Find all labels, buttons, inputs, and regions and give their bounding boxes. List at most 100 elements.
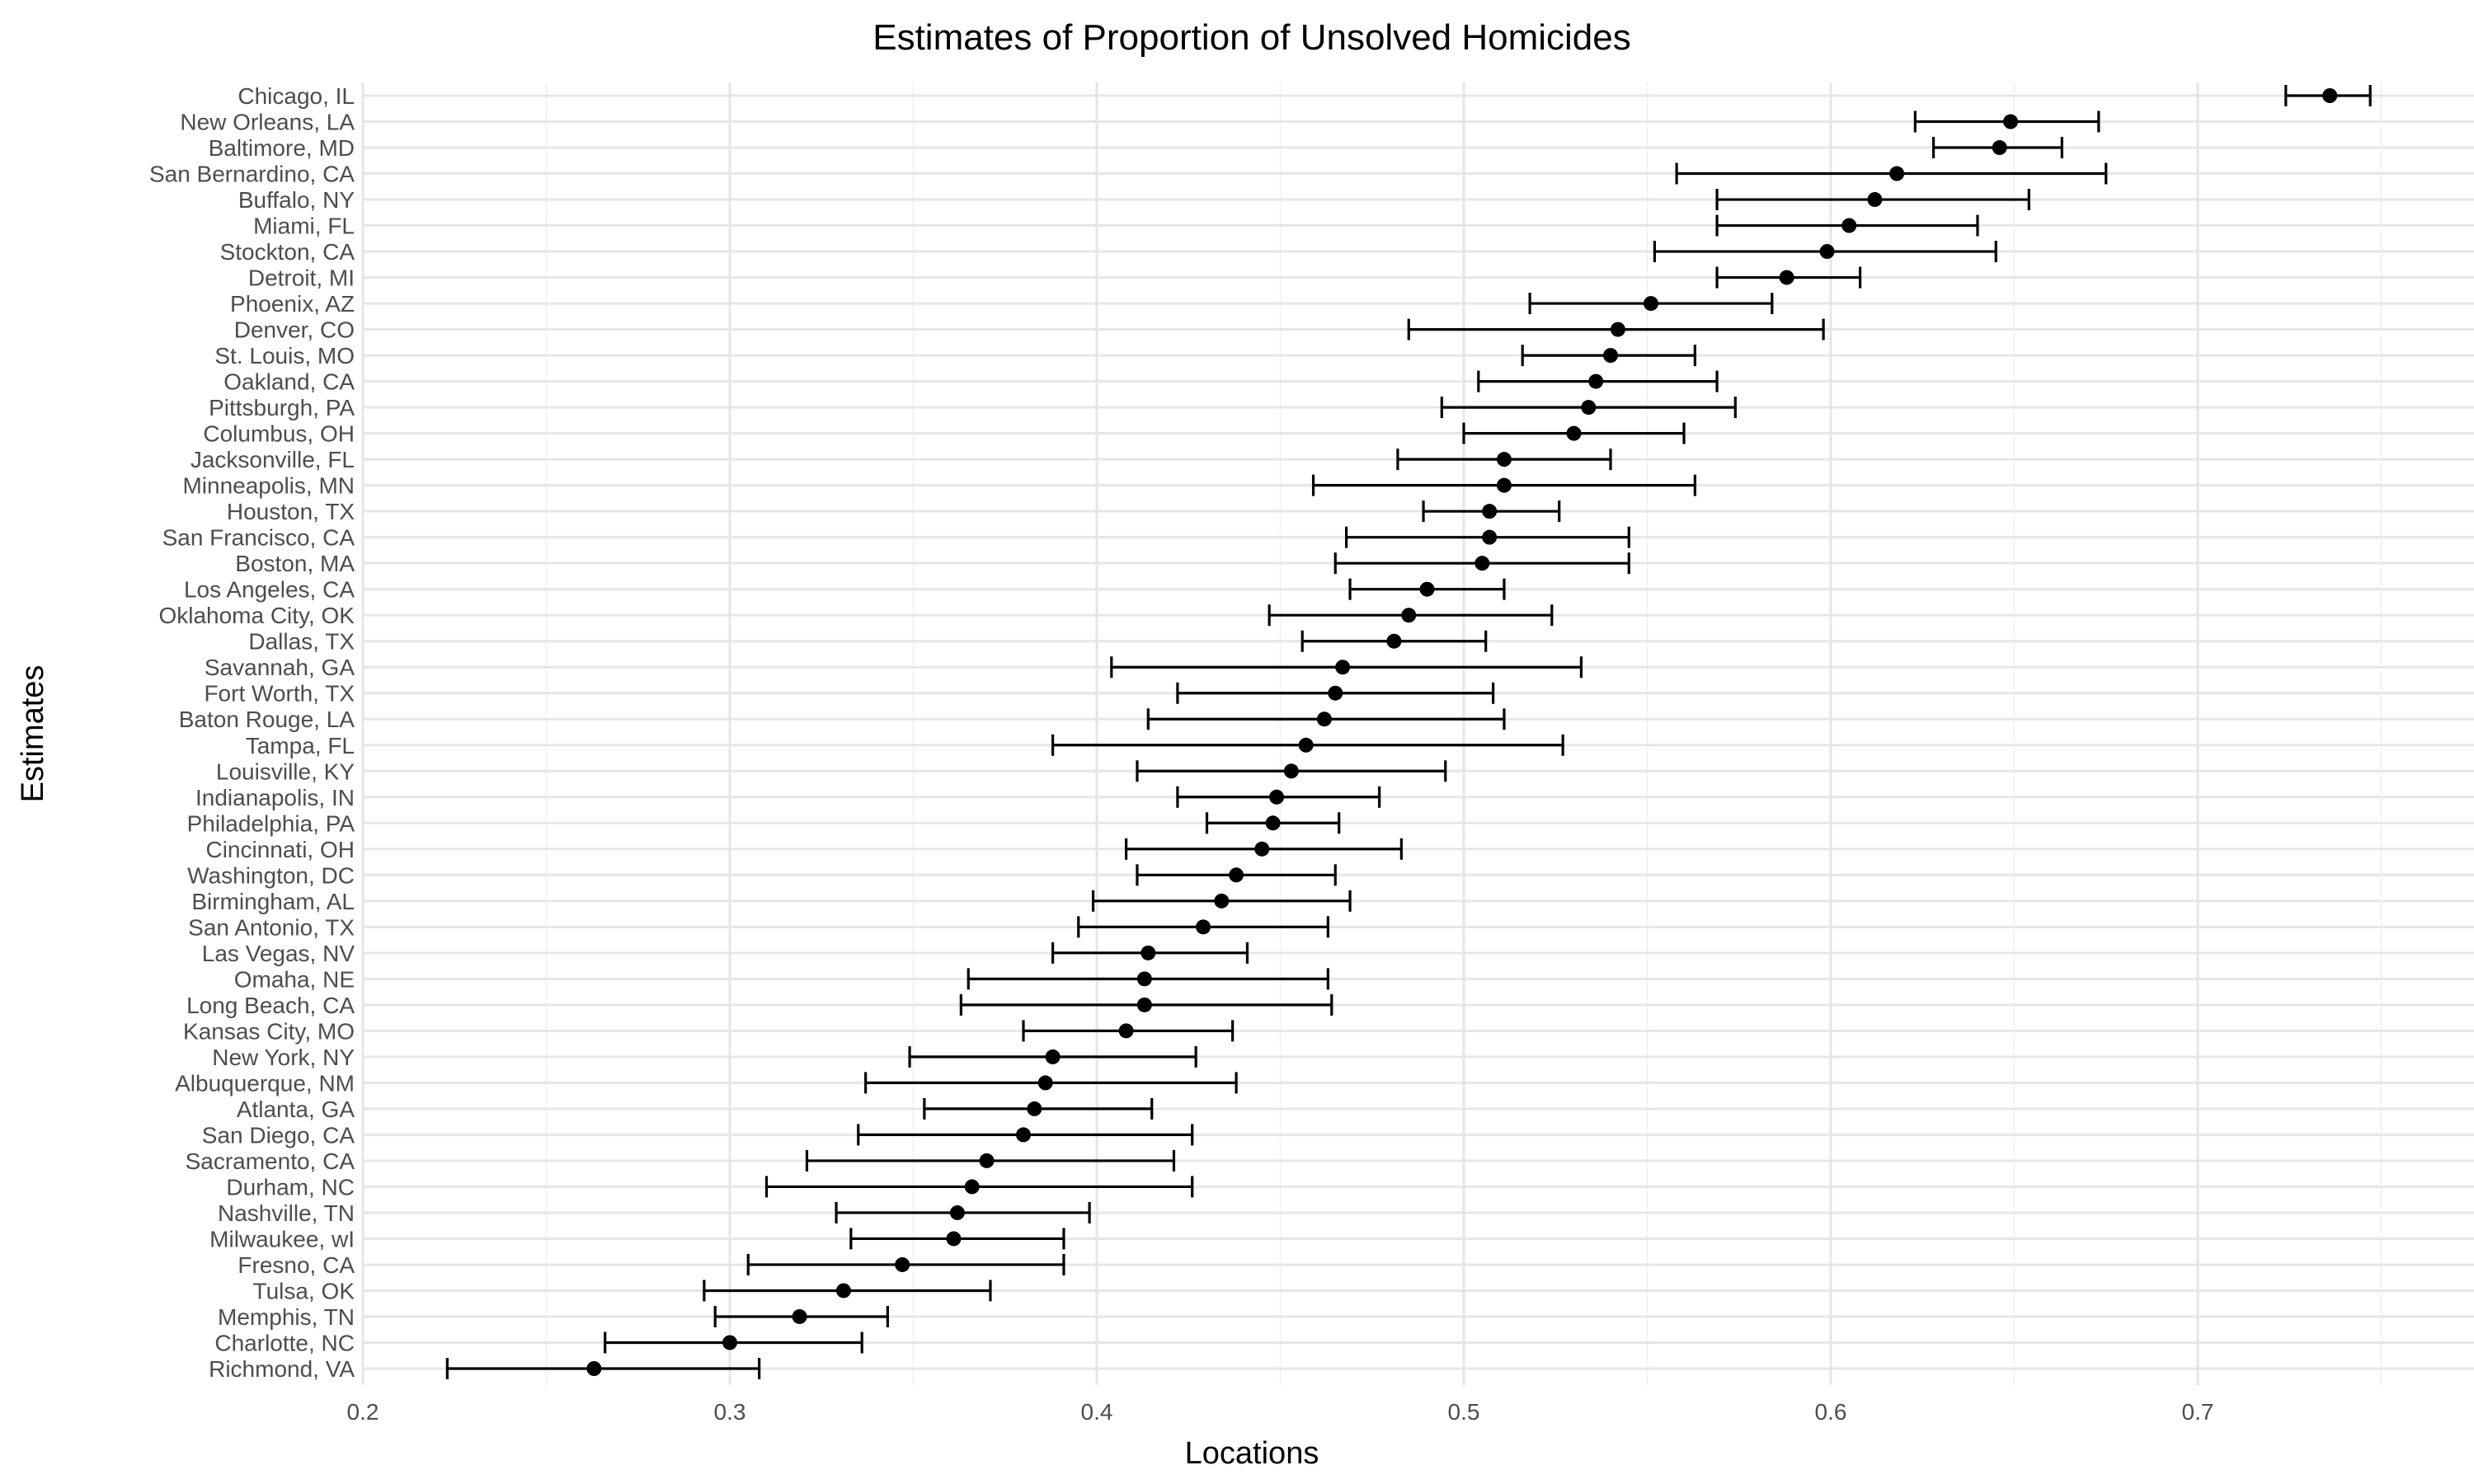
category-label: Memphis, TN bbox=[218, 1304, 355, 1330]
data-point bbox=[1214, 893, 1230, 909]
category-label: Los Angeles, CA bbox=[184, 577, 355, 603]
data-point bbox=[1496, 477, 1512, 493]
category-label: Fresno, CA bbox=[238, 1252, 355, 1278]
x-tick-labels: 0.2 0.3 0.4 0.5 0.6 0.7 bbox=[347, 1399, 2214, 1425]
category-label: Long Beach, CA bbox=[186, 993, 355, 1018]
category-label: Birmingham, AL bbox=[191, 889, 355, 914]
category-label: San Bernardino, CA bbox=[149, 162, 355, 187]
category-label: St. Louis, MO bbox=[214, 343, 355, 369]
data-point bbox=[1328, 685, 1343, 701]
data-point bbox=[1386, 633, 1402, 649]
data-point bbox=[1118, 1023, 1134, 1039]
category-label: Detroit, MI bbox=[248, 265, 355, 291]
category-label: Durham, NC bbox=[226, 1174, 355, 1200]
category-label: Phoenix, AZ bbox=[230, 291, 355, 317]
category-label: Philadelphia, PA bbox=[187, 810, 355, 836]
data-point bbox=[964, 1179, 980, 1195]
data-point bbox=[1136, 971, 1152, 987]
category-label: Miami, FL bbox=[253, 214, 355, 239]
category-label: Stockton, CA bbox=[220, 239, 355, 265]
data-point bbox=[979, 1153, 995, 1168]
data-point bbox=[1419, 581, 1435, 597]
category-label: Oklahoma City, OK bbox=[158, 603, 355, 628]
category-label: Las Vegas, NV bbox=[202, 941, 355, 966]
x-tick-label: 0.6 bbox=[1815, 1399, 1847, 1425]
category-label: Dallas, TX bbox=[248, 629, 355, 655]
y-axis-title: Estimates bbox=[16, 665, 50, 803]
category-label: Chicago, IL bbox=[238, 83, 355, 109]
data-point bbox=[2322, 88, 2338, 103]
data-point bbox=[1196, 919, 1211, 935]
category-label: Cincinnati, OH bbox=[205, 837, 355, 862]
data-point bbox=[1475, 556, 1490, 571]
data-point bbox=[1016, 1127, 1031, 1143]
data-point bbox=[1588, 373, 1604, 389]
data-point bbox=[1027, 1101, 1042, 1116]
category-label: Denver, CO bbox=[234, 317, 355, 343]
data-point bbox=[1643, 296, 1658, 312]
data-point bbox=[1779, 270, 1794, 285]
x-tick-label: 0.5 bbox=[1448, 1399, 1480, 1425]
error-bar bbox=[445, 1358, 761, 1379]
data-point bbox=[946, 1231, 962, 1247]
data-point bbox=[586, 1361, 602, 1376]
category-label: Houston, TX bbox=[227, 499, 355, 524]
data-point bbox=[1566, 425, 1582, 441]
data-point bbox=[1316, 711, 1332, 727]
data-point bbox=[1610, 322, 1625, 337]
data-point bbox=[722, 1335, 737, 1350]
category-label: Baton Rouge, LA bbox=[179, 707, 355, 732]
category-label: Sacramento, CA bbox=[186, 1148, 355, 1174]
data-point bbox=[1482, 529, 1498, 545]
category-label: Omaha, NE bbox=[234, 966, 355, 992]
category-label: San Diego, CA bbox=[202, 1122, 355, 1148]
data-point bbox=[1335, 660, 1351, 675]
category-label: New Orleans, LA bbox=[180, 110, 355, 135]
data-point bbox=[1867, 192, 1883, 208]
category-label: Minneapolis, MN bbox=[182, 473, 355, 499]
data-point bbox=[1045, 1049, 1061, 1064]
category-label: Louisville, KY bbox=[216, 758, 355, 784]
category-label: Jacksonville, FL bbox=[190, 447, 355, 472]
x-tick-label: 0.4 bbox=[1081, 1399, 1113, 1425]
data-point bbox=[792, 1308, 807, 1324]
grid bbox=[361, 82, 2474, 1385]
chart-title: Estimates of Proportion of Unsolved Homi… bbox=[872, 17, 1631, 58]
category-label: Buffalo, NY bbox=[238, 187, 355, 213]
data-point bbox=[1254, 841, 1270, 857]
data-point bbox=[1229, 867, 1244, 883]
x-axis-title: Locations bbox=[1185, 1436, 1319, 1471]
data-point bbox=[1889, 166, 1905, 181]
data-point bbox=[1298, 737, 1314, 753]
data-point bbox=[1819, 244, 1835, 260]
category-label: Richmond, VA bbox=[209, 1356, 355, 1382]
category-label: Kansas City, MO bbox=[183, 1018, 355, 1044]
x-tick-label: 0.7 bbox=[2182, 1399, 2214, 1425]
category-label: Columbus, OH bbox=[203, 421, 355, 447]
category-label: Baltimore, MD bbox=[209, 135, 355, 161]
data-point bbox=[1136, 997, 1152, 1012]
category-label: New York, NY bbox=[212, 1045, 355, 1070]
category-label: Oakland, CA bbox=[223, 369, 355, 395]
data-point bbox=[1401, 608, 1417, 623]
data-point bbox=[835, 1283, 851, 1298]
data-point bbox=[895, 1256, 910, 1272]
points bbox=[586, 88, 2338, 1376]
data-point bbox=[2003, 114, 2019, 129]
error-bars bbox=[445, 85, 2372, 1379]
category-label: Tulsa, OK bbox=[253, 1278, 355, 1303]
data-point bbox=[949, 1205, 965, 1220]
data-point bbox=[1603, 348, 1618, 364]
data-point bbox=[1581, 400, 1597, 416]
category-label: Washington, DC bbox=[187, 862, 355, 888]
category-label: San Francisco, CA bbox=[162, 525, 355, 551]
category-label: Pittsburgh, PA bbox=[209, 395, 355, 420]
category-label: Savannah, GA bbox=[205, 655, 355, 680]
data-point bbox=[1496, 452, 1512, 467]
category-label: Boston, MA bbox=[235, 551, 355, 576]
category-label: Indianapolis, IN bbox=[195, 785, 355, 810]
data-point bbox=[1265, 815, 1281, 831]
category-label: Tampa, FL bbox=[246, 733, 355, 758]
x-tick-label: 0.2 bbox=[347, 1399, 379, 1425]
